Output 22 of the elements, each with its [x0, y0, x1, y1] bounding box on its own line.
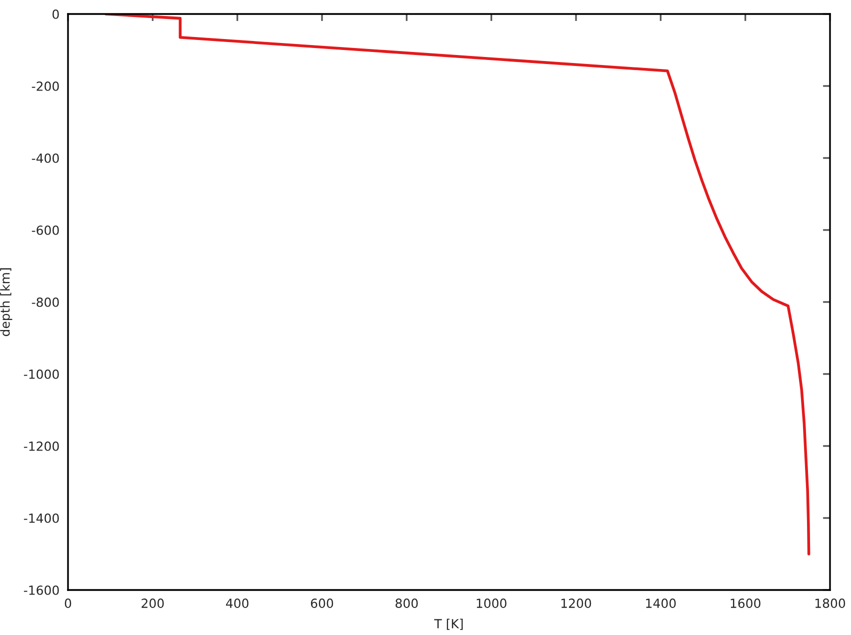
x-tick-label: 1800: [815, 598, 846, 608]
x-axis-title: T [K]: [434, 618, 463, 630]
x-tick-label: 800: [396, 598, 418, 608]
y-tick-label: -1200: [24, 441, 59, 451]
x-tick-label: 1000: [476, 598, 506, 608]
x-tick-label: 0: [64, 598, 72, 608]
y-tick-label: -800: [32, 297, 59, 307]
y-tick-label: -600: [32, 225, 59, 235]
y-tick-label: -1000: [24, 369, 59, 379]
x-tick-label: 600: [310, 598, 334, 608]
line-series: [104, 14, 810, 556]
x-tick-label: 1600: [730, 598, 760, 608]
y-tick-label: -200: [32, 81, 59, 91]
y-tick-label: -1400: [24, 513, 59, 523]
x-tick-label: 400: [226, 598, 248, 608]
x-tick-label: 1200: [561, 598, 592, 608]
x-tick-label: 200: [142, 598, 164, 608]
y-tick-label: -1600: [24, 585, 59, 595]
y-tick-label: -400: [32, 153, 59, 163]
y-axis-title: depth [km]: [0, 268, 12, 336]
x-tick-label: 1400: [646, 598, 676, 608]
y-tick-label: 0: [52, 9, 59, 19]
